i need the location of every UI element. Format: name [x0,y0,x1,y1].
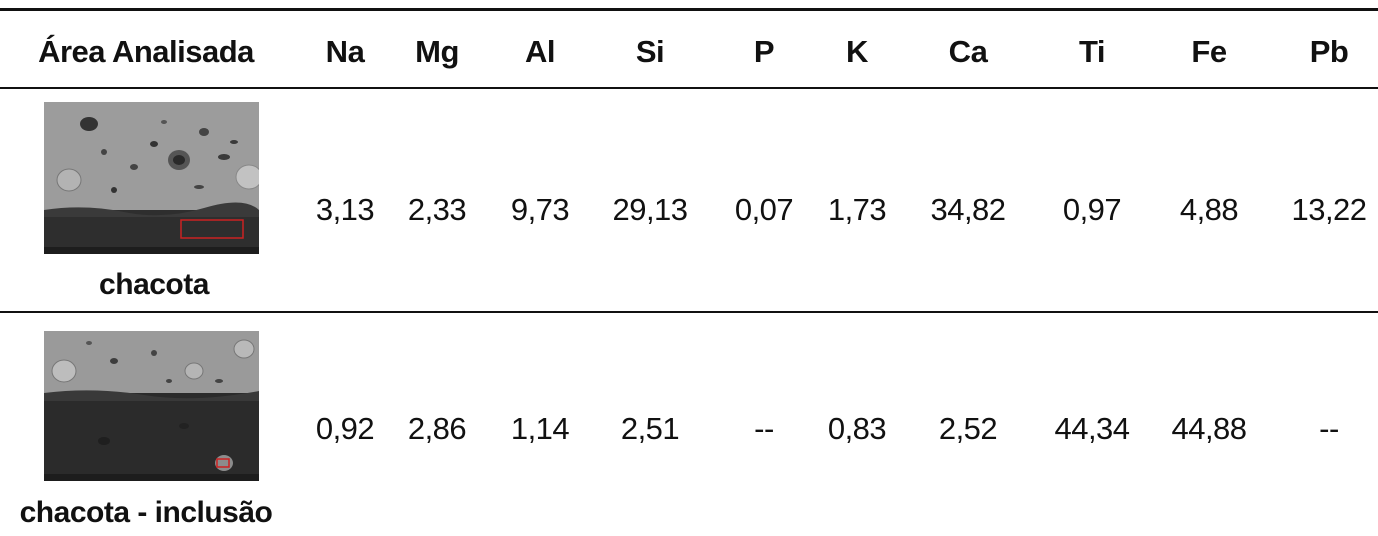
cell-al: 1,14 [510,411,570,446]
header-bottom-rule [0,87,1378,89]
cell-pb: 13,22 [1291,192,1367,227]
cell-p: 0,07 [734,192,794,227]
cell-ca: 34,82 [930,192,1006,227]
cell-fe: 44,88 [1171,411,1247,446]
cell-ti: 44,34 [1054,411,1130,446]
header-na: Na [325,34,365,69]
header-fe: Fe [1191,34,1227,69]
cell-k: 0,83 [827,411,887,446]
cell-na: 0,92 [315,411,375,446]
cell-al: 9,73 [510,192,570,227]
cell-mg: 2,86 [407,411,467,446]
row-divider-rule [0,311,1378,313]
cell-si: 2,51 [620,411,680,446]
sem-micrograph-icon [44,102,259,254]
row-label: chacota [99,268,209,301]
row-label: chacota - inclusão [19,496,273,529]
header-al: Al [525,34,556,69]
cell-si: 29,13 [612,192,688,227]
sem-micrograph-icon [44,331,259,481]
table-top-rule [0,8,1378,11]
cell-ca: 2,52 [938,411,998,446]
cell-mg: 2,33 [407,192,467,227]
header-pb: Pb [1309,34,1349,69]
header-p: P [753,34,775,69]
header-ca: Ca [948,34,988,69]
header-area-analisada: Área Analisada [38,34,254,69]
cell-na: 3,13 [315,192,375,227]
cell-pb: -- [1319,411,1339,446]
header-mg: Mg [415,34,459,69]
header-k: K [846,34,868,69]
cell-ti: 0,97 [1062,192,1122,227]
cell-fe: 4,88 [1179,192,1239,227]
header-si: Si [635,34,665,69]
cell-k: 1,73 [827,192,887,227]
cell-p: -- [754,411,774,446]
header-ti: Ti [1079,34,1106,69]
